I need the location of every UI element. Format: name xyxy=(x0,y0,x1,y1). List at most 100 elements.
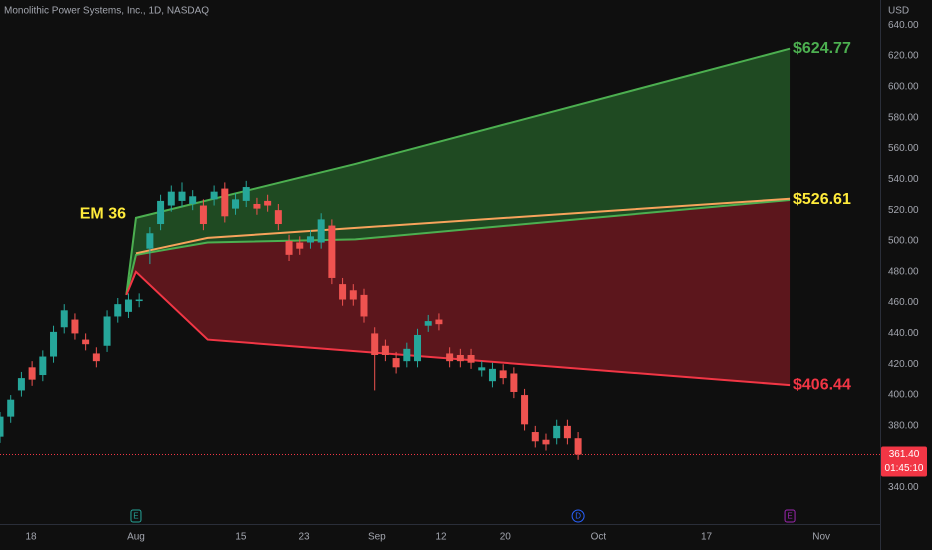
candle-body xyxy=(103,316,111,346)
candle-body xyxy=(553,425,561,439)
band-line xyxy=(125,270,791,387)
event-label: E xyxy=(787,512,792,521)
candle-body xyxy=(7,399,15,417)
candle-body xyxy=(403,348,411,362)
candle-body xyxy=(157,200,165,225)
candle-body xyxy=(210,191,218,200)
x-tick-label: 12 xyxy=(436,532,448,543)
candle-body xyxy=(349,290,357,300)
band-fill xyxy=(126,48,791,295)
candle-body xyxy=(563,425,571,439)
last-price-box xyxy=(881,446,927,477)
candle-body xyxy=(360,294,368,317)
candle-body xyxy=(242,187,250,201)
event-label: E xyxy=(133,512,138,521)
y-tick-label: 580.00 xyxy=(888,112,919,123)
candle-body xyxy=(296,242,304,249)
last-price-label: 361.40 xyxy=(889,449,920,460)
candle-body xyxy=(71,319,79,334)
plot-area xyxy=(0,47,791,460)
candle-body xyxy=(306,236,314,243)
x-tick-label: 18 xyxy=(25,532,37,543)
candle-body xyxy=(274,210,282,225)
candle-body xyxy=(114,304,122,317)
x-tick-label: 15 xyxy=(235,532,247,543)
y-tick-label: 620.00 xyxy=(888,51,919,62)
y-tick-label: 420.00 xyxy=(888,359,919,370)
x-tick-label: Nov xyxy=(812,532,830,543)
y-tick-label: 600.00 xyxy=(888,82,919,93)
y-tick-label: 640.00 xyxy=(888,20,919,31)
y-tick-label: 380.00 xyxy=(888,421,919,432)
y-tick-label: 340.00 xyxy=(888,482,919,493)
candle-body xyxy=(467,354,475,363)
event-label: D xyxy=(575,512,581,521)
x-tick-label: 20 xyxy=(500,532,512,543)
candle-body xyxy=(264,200,272,206)
candle-body xyxy=(124,299,132,312)
chart-title: Monolithic Power Systems, Inc., 1D, NASD… xyxy=(4,6,209,17)
y-tick-label: 400.00 xyxy=(888,390,919,401)
x-tick-label: Sep xyxy=(368,532,386,543)
candle-body xyxy=(60,310,68,328)
candle-body xyxy=(328,225,336,278)
candle-body xyxy=(285,240,293,255)
candle-body xyxy=(446,353,454,362)
annotation: $526.61 xyxy=(793,191,851,208)
candle-body xyxy=(232,199,240,209)
candle-body xyxy=(0,416,4,437)
countdown-label: 01:45:10 xyxy=(885,463,924,474)
band-line xyxy=(125,198,791,296)
candle-body xyxy=(510,373,518,392)
candle-body xyxy=(414,334,422,362)
event-marker xyxy=(571,509,585,523)
candle-body xyxy=(371,333,379,355)
candle-body xyxy=(253,203,261,209)
y-tick-label: 500.00 xyxy=(888,236,919,247)
candle-body xyxy=(28,367,36,380)
band-line xyxy=(135,197,791,255)
candle-body xyxy=(221,188,229,217)
candle-body xyxy=(499,370,507,379)
annotation: EM 36 xyxy=(80,206,126,223)
x-tick-label: Aug xyxy=(127,532,145,543)
candle-body xyxy=(435,319,443,325)
candle-body xyxy=(167,191,175,206)
candle-body xyxy=(531,432,539,442)
candle-body xyxy=(50,331,58,357)
candle-body xyxy=(82,339,90,345)
event-marker xyxy=(784,509,796,523)
candle-body xyxy=(92,353,100,362)
x-tick-label: 17 xyxy=(701,532,713,543)
candle-body xyxy=(542,439,550,445)
y-tick-label: 460.00 xyxy=(888,297,919,308)
y-tick-label: 480.00 xyxy=(888,266,919,277)
x-tick-label: Oct xyxy=(591,532,607,543)
y-tick-label: 520.00 xyxy=(888,205,919,216)
y-tick-label: 440.00 xyxy=(888,328,919,339)
y-axis-label: USD xyxy=(888,6,909,17)
candle-body xyxy=(488,368,496,382)
annotation: $406.44 xyxy=(793,376,851,393)
candle-body xyxy=(189,196,197,204)
y-tick-label: 560.00 xyxy=(888,143,919,154)
y-tick-label: 540.00 xyxy=(888,174,919,185)
candle-body xyxy=(456,354,464,362)
candle-body xyxy=(339,284,347,300)
candle-body xyxy=(478,367,486,371)
candle-body xyxy=(424,321,432,326)
candle-body xyxy=(574,438,582,455)
candle-body xyxy=(381,345,389,355)
event-marker xyxy=(130,509,142,523)
annotation: $624.77 xyxy=(793,40,851,57)
candle-body xyxy=(199,205,207,225)
candle-body xyxy=(317,219,325,243)
candle-body xyxy=(392,358,400,368)
candle-body xyxy=(178,191,186,201)
candle-body xyxy=(17,378,25,391)
candle-body xyxy=(521,395,529,425)
candle-body xyxy=(135,299,143,302)
candle-body xyxy=(39,356,47,376)
x-tick-label: 23 xyxy=(298,532,310,543)
